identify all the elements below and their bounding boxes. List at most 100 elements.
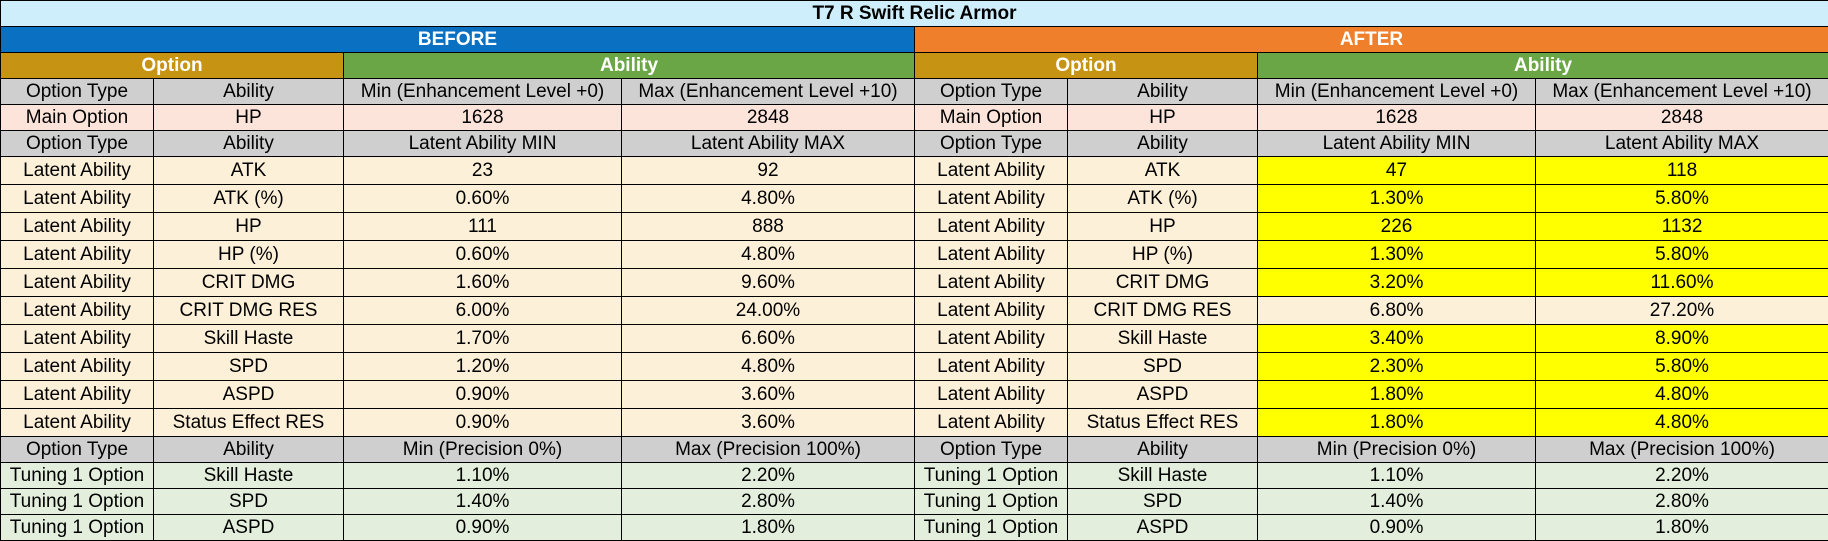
- after-option-type-header: Option Type: [915, 79, 1068, 105]
- after-max-value-cell: 2848: [1536, 105, 1828, 131]
- after-ability-header: Ability: [1068, 131, 1258, 157]
- after-min-value-cell: 6.80%: [1258, 297, 1536, 325]
- before-min-value-cell: 1.70%: [344, 325, 622, 353]
- before-min-value-cell: 1.40%: [344, 489, 622, 515]
- before-min-value-cell: 23: [344, 157, 622, 185]
- after-option-type-cell: Tuning 1 Option: [915, 463, 1068, 489]
- before-ability-cell: SPD: [154, 353, 344, 381]
- after-max-value-cell: 2.20%: [1536, 463, 1828, 489]
- before-ability-header: Ability: [154, 437, 344, 463]
- after-option-type-cell: Latent Ability: [915, 241, 1068, 269]
- before-min-header: Min (Enhancement Level +0): [344, 79, 622, 105]
- before-max-value-cell: 888: [622, 213, 915, 241]
- after-min-value-cell: 1.30%: [1258, 185, 1536, 213]
- before-option-type-cell: Latent Ability: [1, 269, 154, 297]
- before-max-value-cell: 4.80%: [622, 353, 915, 381]
- after-ability-cell: ASPD: [1068, 381, 1258, 409]
- before-min-value-cell: 1628: [344, 105, 622, 131]
- after-min-value-cell: 2.30%: [1258, 353, 1536, 381]
- after-ability-cell: Skill Haste: [1068, 463, 1258, 489]
- before-option-type-cell: Latent Ability: [1, 157, 154, 185]
- after-min-value-cell: 3.40%: [1258, 325, 1536, 353]
- after-min-value-cell: 47: [1258, 157, 1536, 185]
- before-max-header: Latent Ability MAX: [622, 131, 915, 157]
- before-option-type-cell: Latent Ability: [1, 297, 154, 325]
- before-max-header: Max (Precision 100%): [622, 437, 915, 463]
- before-max-value-cell: 92: [622, 157, 915, 185]
- after-ability-cell: CRIT DMG RES: [1068, 297, 1258, 325]
- before-ability-cell: Skill Haste: [154, 325, 344, 353]
- before-min-header: Min (Precision 0%): [344, 437, 622, 463]
- after-ability-cell: SPD: [1068, 353, 1258, 381]
- after-ability-cell: CRIT DMG: [1068, 269, 1258, 297]
- after-ability-cell: HP (%): [1068, 241, 1258, 269]
- before-ability-group-header: Ability: [344, 53, 915, 79]
- after-min-header: Latent Ability MIN: [1258, 131, 1536, 157]
- after-max-value-cell: 4.80%: [1536, 381, 1828, 409]
- after-min-header: Min (Precision 0%): [1258, 437, 1536, 463]
- before-min-value-cell: 6.00%: [344, 297, 622, 325]
- after-max-header: Max (Enhancement Level +10): [1536, 79, 1828, 105]
- after-max-value-cell: 1132: [1536, 213, 1828, 241]
- after-max-value-cell: 8.90%: [1536, 325, 1828, 353]
- after-min-value-cell: 1.80%: [1258, 409, 1536, 437]
- after-option-group-header: Option: [915, 53, 1258, 79]
- before-max-value-cell: 2.80%: [622, 489, 915, 515]
- after-min-value-cell: 226: [1258, 213, 1536, 241]
- before-option-type-cell: Tuning 1 Option: [1, 515, 154, 541]
- after-ability-cell: ATK: [1068, 157, 1258, 185]
- before-max-value-cell: 4.80%: [622, 241, 915, 269]
- after-option-type-cell: Latent Ability: [915, 185, 1068, 213]
- before-max-value-cell: 3.60%: [622, 409, 915, 437]
- before-ability-cell: CRIT DMG RES: [154, 297, 344, 325]
- before-ability-cell: HP (%): [154, 241, 344, 269]
- after-ability-header: Ability: [1068, 79, 1258, 105]
- before-option-type-cell: Latent Ability: [1, 185, 154, 213]
- after-ability-cell: HP: [1068, 105, 1258, 131]
- after-option-type-cell: Tuning 1 Option: [915, 515, 1068, 541]
- before-option-group-header: Option: [1, 53, 344, 79]
- after-min-value-cell: 1.80%: [1258, 381, 1536, 409]
- before-max-value-cell: 3.60%: [622, 381, 915, 409]
- before-min-value-cell: 0.60%: [344, 241, 622, 269]
- after-max-value-cell: 4.80%: [1536, 409, 1828, 437]
- after-ability-cell: ASPD: [1068, 515, 1258, 541]
- after-section-header: AFTER: [915, 27, 1828, 53]
- before-min-value-cell: 111: [344, 213, 622, 241]
- after-option-type-header: Option Type: [915, 131, 1068, 157]
- after-max-value-cell: 5.80%: [1536, 353, 1828, 381]
- before-max-value-cell: 9.60%: [622, 269, 915, 297]
- after-ability-cell: HP: [1068, 213, 1258, 241]
- after-min-value-cell: 1.30%: [1258, 241, 1536, 269]
- after-ability-header: Ability: [1068, 437, 1258, 463]
- before-ability-header: Ability: [154, 79, 344, 105]
- after-max-header: Max (Precision 100%): [1536, 437, 1828, 463]
- before-min-value-cell: 0.90%: [344, 515, 622, 541]
- after-option-type-cell: Latent Ability: [915, 157, 1068, 185]
- after-option-type-header: Option Type: [915, 437, 1068, 463]
- before-min-value-cell: 1.10%: [344, 463, 622, 489]
- before-option-type-cell: Tuning 1 Option: [1, 463, 154, 489]
- before-max-value-cell: 2848: [622, 105, 915, 131]
- before-ability-cell: ATK (%): [154, 185, 344, 213]
- before-option-type-header: Option Type: [1, 79, 154, 105]
- before-ability-cell: ASPD: [154, 515, 344, 541]
- before-option-type-header: Option Type: [1, 437, 154, 463]
- after-min-header: Min (Enhancement Level +0): [1258, 79, 1536, 105]
- before-max-value-cell: 24.00%: [622, 297, 915, 325]
- before-ability-cell: HP: [154, 105, 344, 131]
- after-option-type-cell: Tuning 1 Option: [915, 489, 1068, 515]
- before-ability-cell: Status Effect RES: [154, 409, 344, 437]
- after-ability-cell: Skill Haste: [1068, 325, 1258, 353]
